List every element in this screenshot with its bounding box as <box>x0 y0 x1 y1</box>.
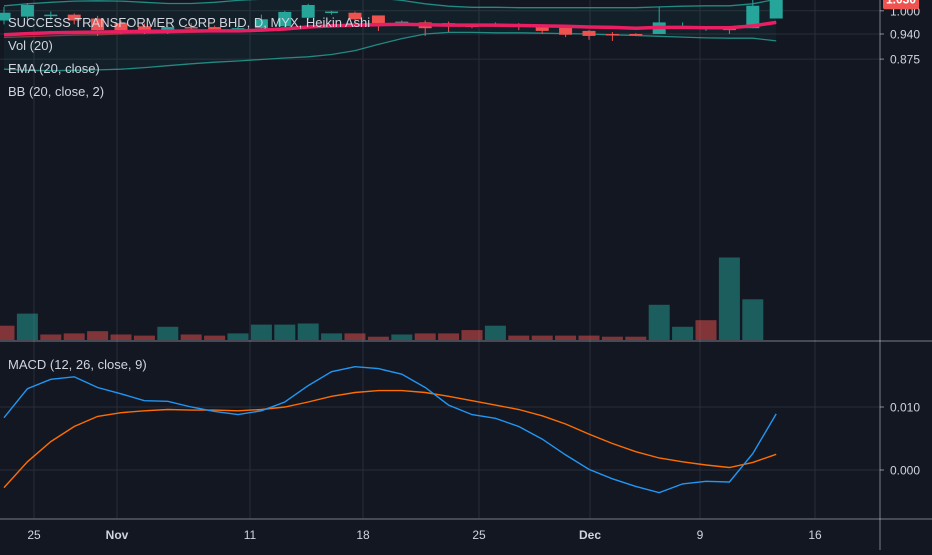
volume-bar <box>718 257 740 340</box>
volume-bar <box>157 326 179 340</box>
macd-indicator-label[interactable]: MACD (12, 26, close, 9) <box>8 357 147 372</box>
candle-body <box>535 25 549 31</box>
volume-bar <box>461 330 483 340</box>
volume-bar <box>438 333 460 340</box>
ema-line <box>3 20 777 37</box>
volume-bar <box>87 331 109 340</box>
candle-body <box>301 5 315 18</box>
legend: SUCCESS TRANSFORMER CORP BHD, D, MYX, He… <box>8 15 370 372</box>
candle-body <box>325 11 339 14</box>
volume-bar <box>695 320 717 340</box>
macd-tick-label: 0.010 <box>890 401 920 415</box>
candle-body <box>559 27 573 35</box>
candle-body <box>20 5 34 17</box>
time-tick-label: Nov <box>106 528 129 542</box>
volume-bar <box>367 336 389 340</box>
time-tick-label: 9 <box>697 528 704 542</box>
bb-lower-line <box>3 31 777 72</box>
macd-tick-label: 0.000 <box>890 464 920 478</box>
volume-bar <box>531 335 553 340</box>
volume-bar <box>648 304 670 340</box>
symbol-title[interactable]: SUCCESS TRANSFORMER CORP BHD, D, MYX, He… <box>8 15 370 30</box>
candle-body <box>231 28 245 30</box>
volume-bar <box>321 333 343 340</box>
time-tick-label: 25 <box>472 528 486 542</box>
signal-line <box>3 389 777 489</box>
volume-bar <box>742 299 764 340</box>
bb-indicator-label[interactable]: BB (20, close, 2) <box>8 84 104 99</box>
volume-bar <box>204 335 226 340</box>
candle-body <box>278 11 292 27</box>
volume-bar <box>484 325 506 340</box>
candle-body <box>254 19 268 29</box>
volume-bar <box>578 335 600 340</box>
volume-bars <box>0 257 764 340</box>
time-tick-label: 25 <box>27 528 41 542</box>
volume-bar <box>344 333 366 340</box>
volume-bar <box>180 334 202 340</box>
volume-bar <box>250 324 272 340</box>
candle-body <box>629 33 643 36</box>
volume-bar <box>508 335 530 340</box>
time-tick-label: 16 <box>808 528 822 542</box>
candle-body <box>769 0 783 19</box>
volume-bar <box>555 335 577 340</box>
candle-body <box>91 18 105 31</box>
price-tick-label: 0.875 <box>890 53 920 67</box>
candle-body <box>746 5 760 29</box>
volume-bar <box>391 334 413 340</box>
volume-bar <box>40 334 62 340</box>
volume-bar <box>16 313 38 340</box>
candle-body <box>137 26 151 33</box>
candle-body <box>348 12 362 20</box>
candle-body <box>371 15 385 24</box>
ema-indicator-label[interactable]: EMA (20, close) <box>8 61 100 76</box>
volume-bar <box>672 326 694 340</box>
ema-price-value: 1.030 <box>886 0 916 7</box>
candle-body <box>67 14 81 21</box>
time-tick-label: 11 <box>244 528 257 542</box>
candle-body <box>605 33 619 36</box>
volume-bar <box>625 336 647 340</box>
bb-fill <box>4 0 777 71</box>
candle-body <box>582 30 596 36</box>
price-labels: 1.0451.030 <box>883 0 919 10</box>
volume-bar <box>297 323 319 340</box>
bb-upper-line <box>3 0 776 9</box>
time-tick-label: Dec <box>579 528 601 542</box>
volume-bar <box>63 333 85 340</box>
candle-body <box>161 27 175 33</box>
candle-body <box>0 12 11 21</box>
candle-body <box>184 27 198 29</box>
volume-bar <box>274 324 296 340</box>
candle-body <box>395 21 409 24</box>
ema-price-badge <box>883 0 919 10</box>
volume-bar <box>110 334 132 340</box>
volume-bar <box>601 336 623 340</box>
macd-line <box>3 365 777 494</box>
volume-bar <box>0 325 15 340</box>
candle-body <box>44 14 58 17</box>
time-tick-label: 18 <box>356 528 370 542</box>
vol-indicator-label[interactable]: Vol (20) <box>8 38 53 53</box>
macd-layer <box>3 365 777 494</box>
ema-layer <box>3 20 777 37</box>
volume-bar <box>414 333 436 340</box>
volume-bar <box>133 335 155 340</box>
volume-bar <box>227 333 249 340</box>
grid <box>0 0 880 518</box>
candle-body <box>114 23 128 31</box>
candle-body <box>208 27 222 31</box>
price-tick-label: 0.940 <box>890 27 920 41</box>
